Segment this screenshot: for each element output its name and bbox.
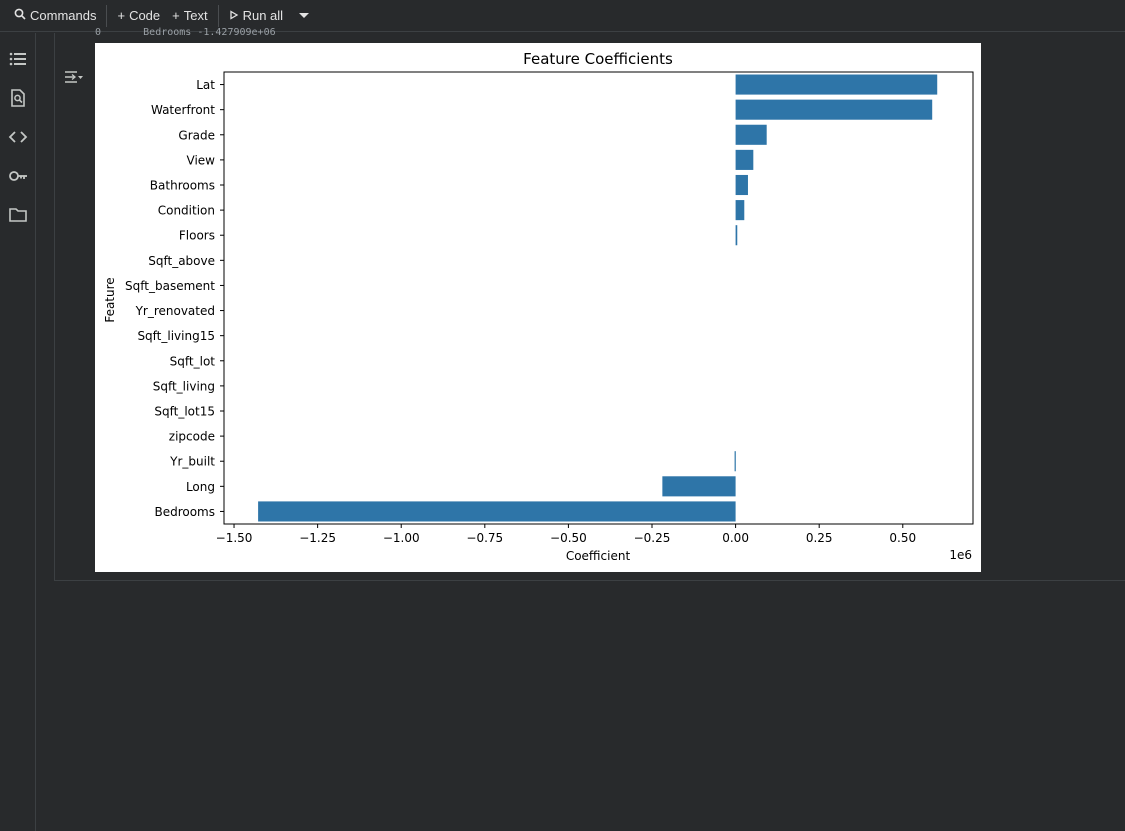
y-tick-label: Long: [186, 480, 215, 494]
x-axis-label: Coefficient: [566, 549, 631, 563]
x-tick-label: −0.25: [634, 531, 671, 545]
y-tick-label: Sqft_living15: [137, 329, 215, 343]
y-tick-label: Yr_built: [169, 455, 215, 469]
y-tick-label: Lat: [196, 78, 215, 92]
output-actions-button[interactable]: [62, 67, 84, 87]
feature-coefficients-chart: Feature Coefficients Lat Waterfront Grade V…: [103, 50, 974, 563]
code-label: Code: [129, 8, 161, 23]
text-label: Text: [183, 8, 208, 23]
plus-icon: +: [117, 8, 126, 23]
x-tick-label: −1.50: [216, 531, 253, 545]
y-tick-label: Sqft_living: [153, 379, 215, 393]
bar-lat: [735, 74, 938, 95]
bar-bathrooms: [735, 174, 748, 196]
x-tick-label: 0.50: [889, 531, 916, 545]
output-text-line: 0 Bedrooms -1.427909e+06: [95, 27, 276, 38]
table-of-contents-icon[interactable]: [8, 49, 28, 69]
x-offset-label: 1e6: [949, 548, 972, 562]
notebook-toolbar: Commands + Code + Text Run all: [0, 0, 1125, 32]
run-options-dropdown[interactable]: [289, 0, 315, 32]
chevron-down-icon: [299, 13, 310, 18]
files-folder-icon[interactable]: [8, 205, 28, 225]
axes-frame: [223, 71, 974, 525]
toolbar-divider: [106, 4, 108, 27]
find-replace-icon[interactable]: [8, 88, 28, 108]
x-tick-label: −1.25: [299, 531, 336, 545]
cell-divider: [54, 580, 1125, 581]
y-tick-label: Yr_renovated: [135, 304, 215, 318]
bar-yr_built: [734, 451, 736, 472]
add-code-button[interactable]: + Code: [111, 0, 166, 32]
x-tick-label: −1.00: [383, 531, 420, 545]
commands-label: Commands: [30, 8, 97, 23]
chart-output: Feature Coefficients Lat Waterfront Grade V…: [95, 43, 981, 572]
y-tick-label: Waterfront: [151, 103, 215, 117]
x-tick-label: −0.50: [550, 531, 587, 545]
bar-long: [662, 476, 736, 497]
y-tick-label: Sqft_lot15: [154, 405, 215, 419]
bar-waterfront: [735, 99, 933, 120]
bar-condition: [735, 200, 745, 221]
x-tick-label: −0.75: [466, 531, 503, 545]
code-snippets-icon[interactable]: [8, 127, 28, 147]
bar-bedrooms: [258, 501, 736, 522]
chart-title: Feature Coefficients: [523, 50, 673, 68]
y-tick-label: Condition: [158, 204, 215, 218]
y-tick-label: Bedrooms: [154, 505, 215, 519]
x-tick-label: 0.25: [806, 531, 833, 545]
toolbar-divider: [217, 4, 219, 27]
cell-rail: [54, 33, 55, 580]
secrets-key-icon[interactable]: [8, 166, 28, 186]
commands-button[interactable]: Commands: [8, 0, 102, 32]
y-axis-label: Feature: [103, 277, 117, 322]
y-tick-label: Floors: [179, 229, 215, 243]
run-all-button[interactable]: Run all: [223, 0, 289, 32]
search-icon: [14, 8, 26, 23]
plus-icon: +: [172, 8, 180, 23]
y-tick-label: zipcode: [169, 430, 215, 444]
add-text-button[interactable]: + Text: [166, 0, 213, 32]
bar-view: [735, 149, 754, 170]
y-tick-label: Sqft_lot: [170, 354, 216, 368]
y-tick-label: Bathrooms: [150, 179, 215, 193]
x-tick-label: 0.00: [722, 531, 749, 545]
output-menu-icon: [65, 71, 83, 83]
left-sidebar: [0, 33, 36, 831]
y-tick-label: View: [187, 153, 216, 167]
run-all-label: Run all: [242, 8, 284, 23]
play-icon: [229, 8, 239, 23]
bar-floors: [735, 225, 738, 246]
y-tick-label: Sqft_basement: [125, 279, 215, 293]
y-tick-label: Grade: [178, 128, 215, 142]
y-tick-label: Sqft_above: [148, 254, 215, 268]
bar-grade: [735, 124, 767, 145]
